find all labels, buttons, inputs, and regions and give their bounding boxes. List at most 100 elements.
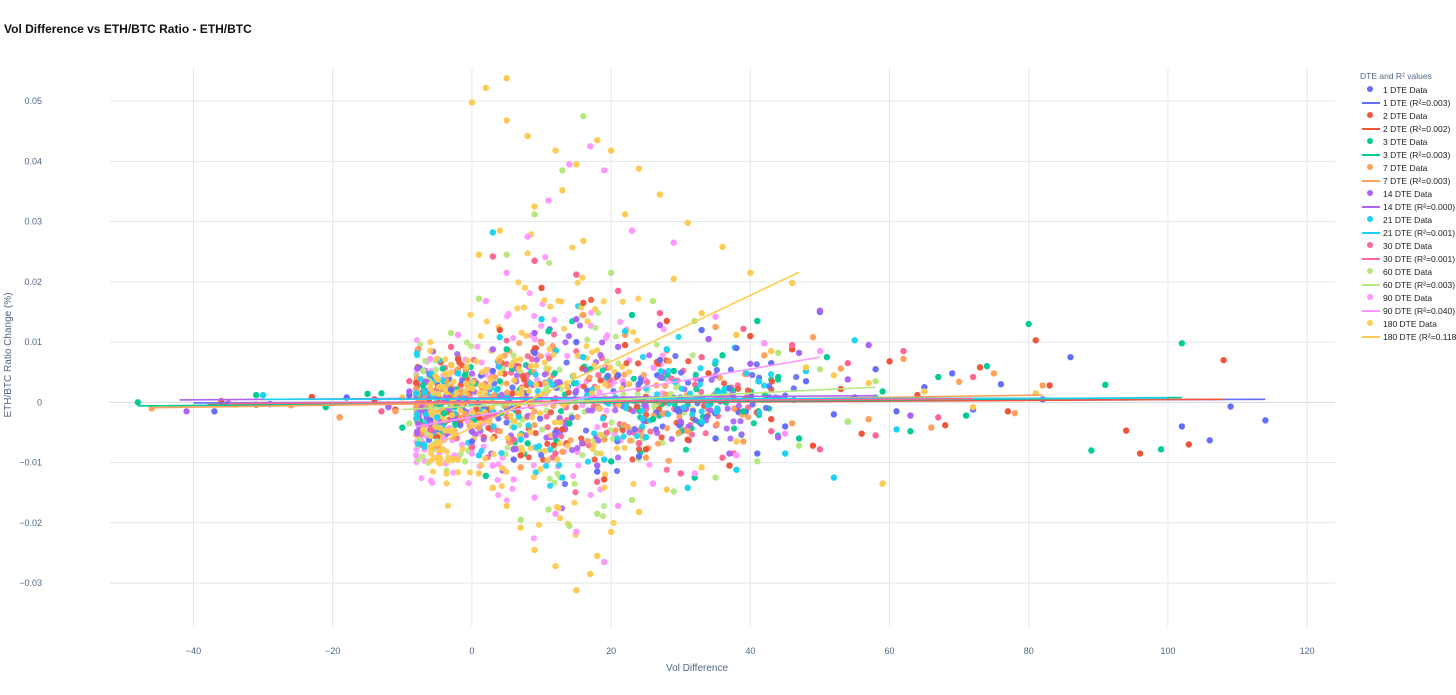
data-point — [447, 361, 455, 369]
scatter-point — [567, 437, 574, 444]
data-point — [768, 347, 775, 355]
legend-item-fit[interactable]: 180 DTE (R²=0.118) — [1360, 330, 1456, 343]
data-point — [935, 414, 942, 421]
legend-item-fit[interactable]: 7 DTE (R²=0.003) — [1360, 174, 1456, 187]
x-tick-label: −20 — [325, 646, 340, 656]
data-point — [594, 462, 601, 469]
data-point — [942, 422, 949, 429]
scatter-point — [646, 352, 653, 359]
data-point — [823, 353, 831, 361]
data-point — [468, 99, 476, 106]
legend-item-fit[interactable]: 1 DTE (R²=0.003) — [1360, 96, 1456, 109]
legend-item-data[interactable]: 3 DTE Data — [1360, 135, 1456, 148]
scatter-point — [657, 367, 664, 375]
legend-item-fit[interactable]: 14 DTE (R²=0.000) — [1360, 200, 1456, 213]
legend-item-fit[interactable]: 2 DTE (R²=0.002) — [1360, 122, 1456, 135]
scatter-point — [557, 419, 564, 426]
scatter-point — [659, 352, 666, 359]
data-point — [712, 435, 719, 442]
legend-item-fit[interactable]: 60 DTE (R²=0.003) — [1360, 278, 1456, 291]
legend-item-fit[interactable]: 30 DTE (R²=0.001) — [1360, 252, 1456, 265]
legend-label: 1 DTE Data — [1383, 84, 1428, 95]
legend-items: 1 DTE Data 1 DTE (R²=0.003) 2 DTE Data 2 DT… — [1360, 83, 1456, 343]
data-point — [844, 418, 851, 425]
legend-item-data[interactable]: 60 DTE Data — [1360, 265, 1456, 278]
data-point — [413, 390, 420, 397]
data-point — [747, 332, 754, 340]
legend-item-data[interactable]: 21 DTE Data — [1360, 213, 1456, 226]
scatter-point — [531, 336, 539, 343]
scatter-point — [634, 390, 641, 397]
data-point — [392, 408, 399, 415]
scatter-point — [462, 389, 469, 396]
scatter-point — [684, 379, 692, 386]
scatter-point — [447, 427, 454, 435]
data-point — [656, 191, 664, 198]
legend-item-data[interactable]: 1 DTE Data — [1360, 83, 1456, 96]
scatter-point — [535, 521, 543, 528]
scatter-point — [575, 462, 582, 469]
data-point — [705, 335, 712, 343]
scatter-point — [543, 434, 550, 441]
legend-item-data[interactable]: 90 DTE Data — [1360, 291, 1456, 304]
data-point — [990, 370, 998, 377]
data-point — [740, 438, 747, 445]
scatter-point — [417, 375, 424, 383]
legend-item-data[interactable]: 7 DTE Data — [1360, 161, 1456, 174]
scatter-point — [491, 373, 499, 381]
scatter-point — [536, 410, 544, 417]
scatter-point — [634, 360, 642, 367]
scatter-point — [418, 475, 425, 482]
data-point — [997, 381, 1005, 388]
data-point — [733, 438, 740, 445]
scatter-point — [490, 423, 497, 430]
legend-item-fit[interactable]: 90 DTE (R²=0.040) — [1360, 304, 1456, 317]
scatter-point — [689, 352, 696, 359]
scatter-point — [482, 455, 489, 462]
scatter-point — [730, 425, 738, 432]
scatter-point — [504, 389, 511, 396]
data-point — [1262, 417, 1269, 424]
scatter-point — [531, 312, 538, 320]
scatter-point — [734, 385, 742, 392]
data-point — [531, 211, 538, 218]
scatter-point — [572, 489, 579, 496]
y-tick-label: 0 — [37, 397, 42, 407]
scatter-point — [511, 417, 518, 425]
scatter-point — [516, 422, 523, 429]
data-point — [774, 373, 782, 381]
legend-item-fit[interactable]: 3 DTE (R²=0.003) — [1360, 148, 1456, 161]
fit-line — [416, 356, 821, 428]
data-point — [600, 436, 608, 443]
legend-item-data[interactable]: 14 DTE Data — [1360, 187, 1456, 200]
scatter-point — [560, 402, 567, 409]
data-point — [684, 219, 691, 227]
scatter-point — [608, 419, 615, 426]
scatter-point — [591, 430, 598, 437]
scatter-point — [595, 437, 602, 444]
x-tick-label: 120 — [1300, 646, 1315, 656]
legend-item-fit[interactable]: 21 DTE (R²=0.001) — [1360, 226, 1456, 239]
scatter-point — [573, 379, 580, 387]
scatter-point — [542, 254, 549, 261]
scatter-point — [614, 454, 622, 461]
data-point — [976, 364, 984, 371]
legend-item-data[interactable]: 180 DTE Data — [1360, 317, 1456, 330]
scatter-point — [523, 332, 530, 339]
scatter-point — [584, 318, 591, 325]
data-point — [559, 187, 566, 194]
data-point — [670, 239, 677, 246]
legend-item-data[interactable]: 2 DTE Data — [1360, 109, 1456, 122]
data-point — [628, 227, 636, 234]
legend-item-data[interactable]: 30 DTE Data — [1360, 239, 1456, 252]
scatter-point — [427, 449, 435, 457]
data-point — [781, 450, 789, 457]
scatter-point — [599, 415, 606, 422]
scatter-point — [527, 363, 534, 370]
scatter-point — [550, 331, 558, 338]
scatter-point — [524, 250, 531, 257]
scatter-point — [427, 385, 434, 392]
scatter-point — [659, 410, 667, 417]
data-point — [614, 502, 622, 510]
scatter-point — [527, 429, 534, 436]
